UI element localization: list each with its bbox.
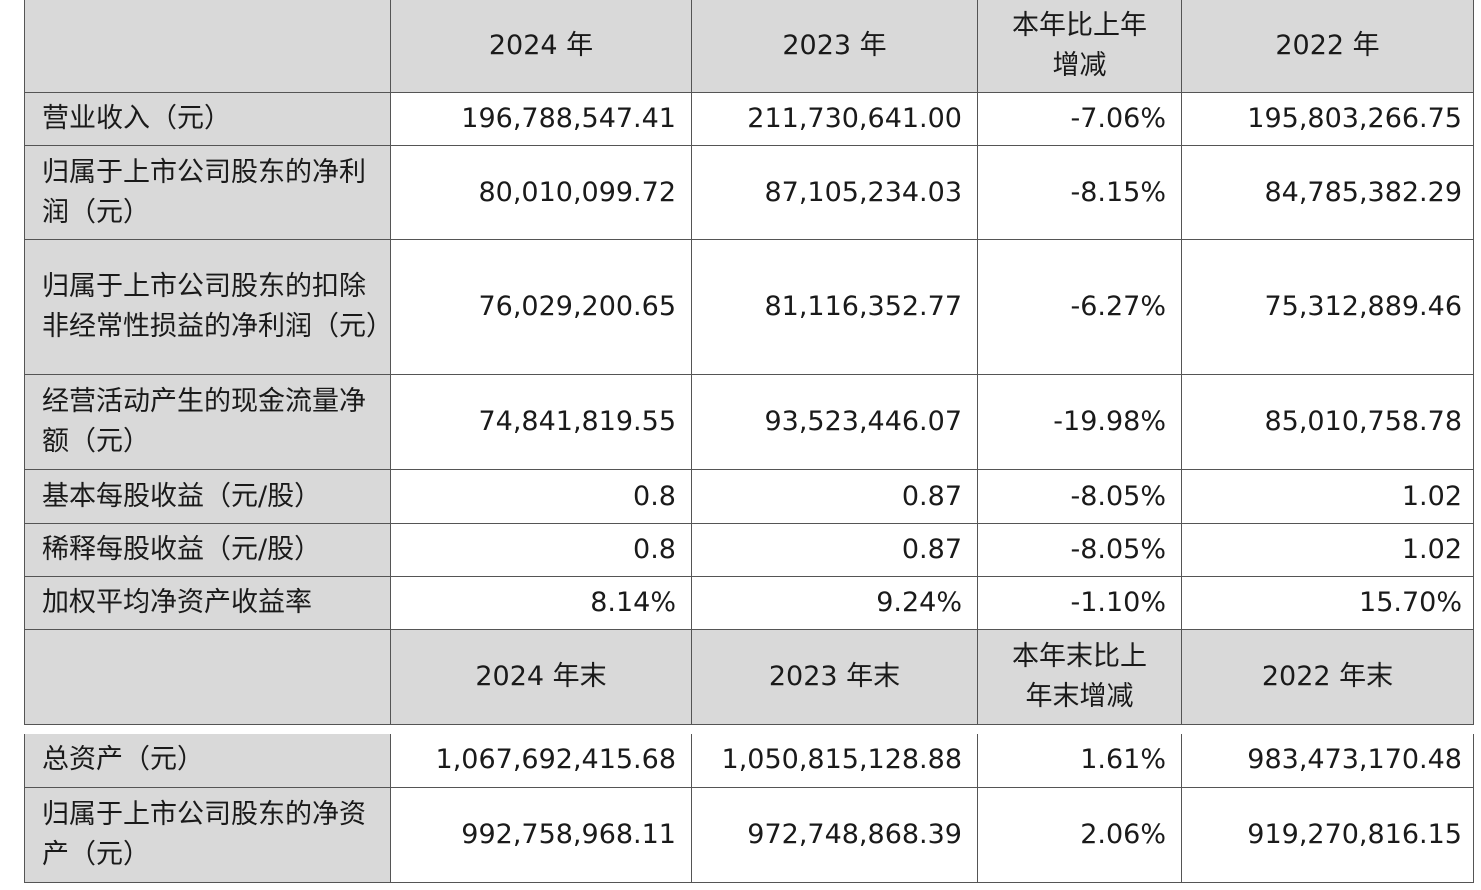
balance-data-table: 总资产（元） 1,067,692,415.68 1,050,815,128.88… <box>24 734 1474 883</box>
value-2022: 85,010,758.78 <box>1181 374 1474 470</box>
row-label: 归属于上市公司股东的净资产（元） <box>24 786 391 883</box>
header-blank-cell <box>24 0 391 93</box>
value-2024: 80,010,099.72 <box>390 145 692 240</box>
value-2023: 93,523,446.07 <box>691 374 978 470</box>
value-2024: 0.8 <box>390 523 692 577</box>
table-row: 营业收入（元） 196,788,547.41 211,730,641.00 -7… <box>24 92 1474 146</box>
row-label: 稀释每股收益（元/股） <box>24 523 391 577</box>
header-year-end-change: 本年末比上年末增减 <box>977 629 1182 725</box>
value-2024: 74,841,819.55 <box>390 374 692 470</box>
value-change: -8.15% <box>977 145 1182 240</box>
value-change: -6.27% <box>977 239 1182 375</box>
header-2022-year-end: 2022 年末 <box>1181 629 1474 725</box>
row-label: 经营活动产生的现金流量净额（元） <box>24 374 391 470</box>
value-2024: 76,029,200.65 <box>390 239 692 375</box>
value-2023: 87,105,234.03 <box>691 145 978 240</box>
value-2023-year-end: 972,748,868.39 <box>691 786 978 883</box>
header-blank-cell <box>24 629 391 725</box>
table-row: 总资产（元） 1,067,692,415.68 1,050,815,128.88… <box>24 734 1474 788</box>
table-row: 归属于上市公司股东的净资产（元） 992,758,968.11 972,748,… <box>24 786 1474 883</box>
value-change: 1.61% <box>977 734 1182 788</box>
header-2024-year-end: 2024 年末 <box>390 629 692 725</box>
value-change: -7.06% <box>977 92 1182 146</box>
value-2024: 8.14% <box>390 576 692 630</box>
value-change: -1.10% <box>977 576 1182 630</box>
value-2024-year-end: 992,758,968.11 <box>390 786 692 883</box>
value-2023: 81,116,352.77 <box>691 239 978 375</box>
table-row: 归属于上市公司股东的扣除非经常性损益的净利润（元） 76,029,200.65 … <box>24 239 1474 375</box>
header-2022: 2022 年 <box>1181 0 1474 93</box>
header-2023: 2023 年 <box>691 0 978 93</box>
value-2022-year-end: 919,270,816.15 <box>1181 786 1474 883</box>
value-2023: 9.24% <box>691 576 978 630</box>
value-change: -8.05% <box>977 523 1182 577</box>
table-row: 基本每股收益（元/股） 0.8 0.87 -8.05% 1.02 <box>24 469 1474 524</box>
value-2023: 0.87 <box>691 469 978 524</box>
row-label: 加权平均净资产收益率 <box>24 576 391 630</box>
value-change: -8.05% <box>977 469 1182 524</box>
table-row: 加权平均净资产收益率 8.14% 9.24% -1.10% 15.70% <box>24 576 1474 630</box>
table-row: 归属于上市公司股东的净利润（元） 80,010,099.72 87,105,23… <box>24 145 1474 240</box>
value-2024-year-end: 1,067,692,415.68 <box>390 734 692 788</box>
value-2024: 196,788,547.41 <box>390 92 692 146</box>
financial-data-table: 2024 年 2023 年 本年比上年增减 2022 年 营业收入（元） 196… <box>24 0 1474 725</box>
table-row: 稀释每股收益（元/股） 0.8 0.87 -8.05% 1.02 <box>24 523 1474 577</box>
value-2022: 75,312,889.46 <box>1181 239 1474 375</box>
value-2022: 1.02 <box>1181 523 1474 577</box>
value-2024: 0.8 <box>390 469 692 524</box>
row-label: 总资产（元） <box>24 734 391 788</box>
row-label: 基本每股收益（元/股） <box>24 469 391 524</box>
value-2022: 1.02 <box>1181 469 1474 524</box>
value-2022: 195,803,266.75 <box>1181 92 1474 146</box>
value-2023-year-end: 1,050,815,128.88 <box>691 734 978 788</box>
value-change: 2.06% <box>977 786 1182 883</box>
row-label: 营业收入（元） <box>24 92 391 146</box>
value-2022: 15.70% <box>1181 576 1474 630</box>
header-2024: 2024 年 <box>390 0 692 93</box>
header-row: 2024 年末 2023 年末 本年末比上年末增减 2022 年末 <box>24 629 1474 725</box>
header-yoy-change: 本年比上年增减 <box>977 0 1182 93</box>
value-change: -19.98% <box>977 374 1182 470</box>
value-2022-year-end: 983,473,170.48 <box>1181 734 1474 788</box>
value-2023: 211,730,641.00 <box>691 92 978 146</box>
header-row: 2024 年 2023 年 本年比上年增减 2022 年 <box>24 0 1474 93</box>
value-2022: 84,785,382.29 <box>1181 145 1474 240</box>
row-label: 归属于上市公司股东的净利润（元） <box>24 145 391 240</box>
value-2023: 0.87 <box>691 523 978 577</box>
page-break-gap <box>0 726 1481 734</box>
row-label: 归属于上市公司股东的扣除非经常性损益的净利润（元） <box>24 239 391 375</box>
table-row: 经营活动产生的现金流量净额（元） 74,841,819.55 93,523,44… <box>24 374 1474 470</box>
header-2023-year-end: 2023 年末 <box>691 629 978 725</box>
